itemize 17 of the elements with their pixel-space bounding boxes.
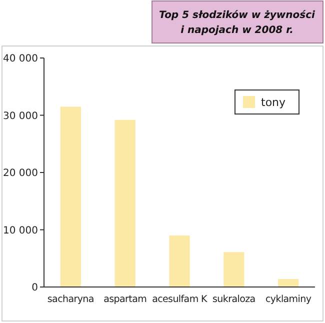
y-tick-label: 20 000: [3, 168, 38, 179]
x-tick-label: acesulfam K: [152, 294, 208, 305]
y-tick-label: 10 000: [3, 225, 38, 236]
x-tick-label: aspartam: [104, 294, 147, 305]
bar: [278, 278, 299, 287]
y-tick-label: 0: [32, 282, 38, 294]
bar: [224, 252, 244, 287]
x-tick-label: sukraloza: [212, 294, 256, 305]
bar: [114, 120, 136, 287]
chart-title: Top 5 słodzików w żywności i napojach w 2008 r.: [159, 9, 316, 36]
y-tick-label: 30 000: [3, 110, 38, 122]
x-tick-label: cyklaminy: [266, 294, 312, 305]
x-tick-label: sacharyna: [47, 294, 94, 305]
bar: [60, 106, 82, 287]
legend-label: tony: [261, 96, 286, 109]
bar: [169, 235, 190, 287]
y-tick-label: 40 000: [3, 54, 38, 64]
